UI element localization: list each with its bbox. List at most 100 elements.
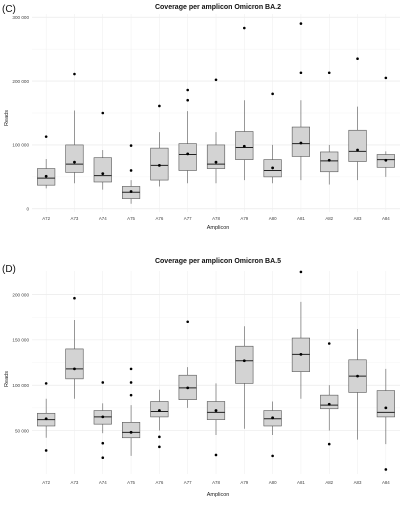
y-tick-label: 100 000 [12,143,29,148]
x-tick-label: A81 [297,480,305,485]
y-tick-label: 200 000 [12,79,29,84]
box [320,394,339,410]
outlier-point [299,270,303,274]
mean-point [327,158,331,162]
box [65,144,84,173]
outlier-point [44,449,48,452]
y-tick-label: 0 [26,207,29,212]
box [65,348,84,380]
mean-point [44,417,48,421]
outlier-point [129,169,133,172]
x-tick-label: A72 [42,480,50,485]
outlier-point [299,22,303,25]
panel-d: (D) Coverage per amplicon Omicron BA.5 A… [2,258,400,498]
box-layer [37,270,395,471]
x-tick-label: A80 [269,480,277,485]
mean-point [299,352,303,356]
outlier-point [214,78,218,82]
y-axis-label: Reads [4,110,10,126]
x-tick-label: A76 [155,480,163,485]
mean-point [242,359,246,363]
outlier-point [101,456,105,459]
outlier-point [356,57,359,61]
outlier-point [101,441,105,445]
outlier-point [158,104,161,108]
y-tick-label: 200 000 [12,292,29,297]
box [348,129,367,162]
box [206,144,226,169]
mean-point [186,386,190,390]
mean-point [271,166,275,170]
x-tick-label: A78 [212,480,220,485]
mean-point [186,152,190,156]
outlier-point [101,381,105,384]
y-tick-label: 150 000 [12,338,29,343]
mean-point [157,163,161,167]
outlier-point [186,88,189,92]
x-tick-label: A76 [155,216,163,221]
x-tick-label: A74 [99,216,107,221]
outlier-point [129,144,133,147]
outlier-point [158,445,161,449]
outlier-point [158,435,161,439]
chart-title: Coverage per amplicon Omicron BA.5 [155,258,281,265]
x-tick-label: A82 [325,480,333,485]
outlier-point [73,296,76,300]
box [235,345,254,384]
outlier-point [384,468,388,471]
outlier-point [129,381,133,384]
mean-point [73,160,76,164]
box [320,151,339,173]
x-tick-label: A84 [382,216,390,221]
x-tick-label: A73 [71,216,79,221]
mean-point [129,430,133,434]
panel-label: (C) [2,4,16,15]
mean-point [271,416,275,420]
x-tick-label: A84 [382,480,390,485]
x-tick-label: A73 [71,480,79,485]
grid [32,271,400,474]
outlier-point [327,342,331,345]
box [178,143,197,171]
mean-point [129,190,133,193]
outlier-point [243,26,246,30]
mean-point [384,406,388,410]
x-tick-label: A80 [269,216,277,221]
mean-point [157,409,161,412]
box-layer [37,22,395,204]
tick-layer: 50 000 100 000 150 000 200 000 A72 A73 A74 A75 A… [12,292,390,485]
box [376,390,395,418]
outlier-point [101,111,105,115]
x-tick-label: A81 [297,216,305,221]
outlier-point [384,76,388,80]
mean-point [384,158,388,162]
x-tick-label: A77 [184,216,192,221]
outlier-point [214,453,218,457]
y-tick-label: 100 000 [12,383,29,388]
outlier-point [327,71,331,75]
mean-point [44,174,48,178]
x-tick-label: A82 [325,216,333,221]
outlier-point [299,71,303,75]
mean-point [73,367,76,371]
outlier-point [44,135,48,138]
y-tick-label: 300 000 [12,15,29,20]
panel-c: (C) Coverage per amplicon Omicron BA.2 A… [2,4,400,231]
outlier-point [44,382,48,385]
mean-point [101,172,105,176]
mean-point [101,415,105,419]
x-tick-label: A74 [99,480,107,485]
y-axis-label: Reads [4,371,10,387]
outlier-point [186,98,189,102]
x-axis-label: Amplicon [207,225,230,231]
x-tick-label: A75 [127,480,135,485]
box [93,157,112,183]
x-axis-label: Amplicon [207,492,230,498]
x-tick-label: A77 [184,480,192,485]
mean-point [214,160,218,164]
outlier-point [271,454,274,458]
outlier-point [73,72,76,76]
outlier-point [186,320,189,324]
